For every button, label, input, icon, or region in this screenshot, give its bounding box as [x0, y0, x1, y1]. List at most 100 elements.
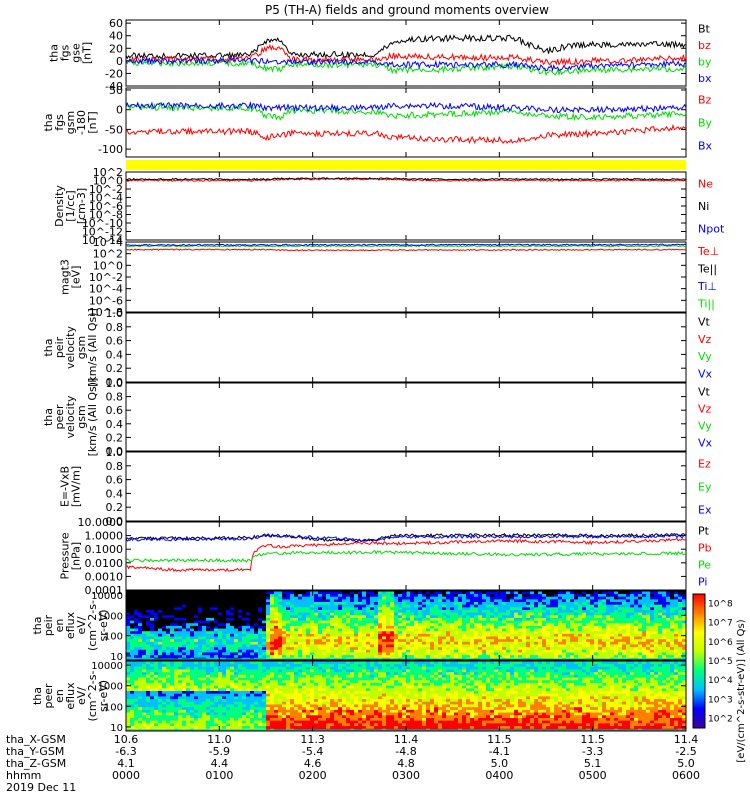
spec-cell [494, 614, 499, 618]
spec-cell [446, 652, 451, 656]
spec-cell [162, 591, 167, 595]
spec-cell [654, 644, 659, 648]
spec-cell [638, 654, 643, 658]
spec-cell [346, 612, 351, 616]
spec-cell [206, 706, 211, 710]
spec-cell [618, 652, 623, 656]
spec-cell [418, 641, 423, 645]
spec-cell [222, 591, 227, 595]
spec-cell [182, 625, 187, 629]
spec-cell [206, 720, 211, 724]
spec-cell [398, 625, 403, 629]
spec-cell [310, 604, 315, 608]
spec-cell [522, 638, 527, 642]
spec-cell [426, 593, 431, 597]
spec-cell [334, 609, 339, 613]
spec-cell [222, 612, 227, 616]
spec-cell [194, 677, 199, 681]
spec-cell [470, 596, 475, 600]
spec-cell [466, 646, 471, 650]
y-axis-label-line: [mV/m] [70, 466, 83, 507]
spec-cell [342, 628, 347, 632]
spec-cell [278, 622, 283, 626]
spec-cell [154, 722, 159, 727]
spec-cell [358, 606, 363, 610]
spec-cell [230, 706, 235, 710]
spec-cell [670, 646, 675, 650]
spec-cell [458, 596, 463, 600]
spec-cell [666, 644, 671, 648]
spec-cell [542, 598, 547, 603]
spec-cell [130, 661, 135, 665]
spec-cell [406, 646, 411, 650]
spec-cell [146, 620, 151, 624]
spec-cell [570, 596, 575, 600]
spec-cell [182, 644, 187, 648]
spec-cell [234, 720, 239, 724]
spec-cell [194, 661, 199, 665]
spec-cell [410, 601, 415, 605]
spec-cell [606, 609, 611, 613]
spec-cell [498, 596, 503, 600]
spec-cell [430, 609, 435, 613]
spec-cell [298, 596, 303, 600]
spec-cell [330, 641, 335, 645]
spec-cell [490, 638, 495, 642]
spec-cell [186, 663, 191, 667]
spec-cell [598, 644, 603, 648]
y-tick-label: 0.8 [106, 321, 124, 334]
spec-cell [590, 636, 595, 640]
spec-cell [590, 601, 595, 605]
spec-cell [238, 706, 243, 710]
spec-cell [238, 725, 243, 729]
spec-cell [526, 620, 531, 624]
spec-cell [254, 714, 259, 718]
spec-cell [134, 671, 139, 675]
spec-cell [250, 725, 255, 729]
spec-cell [266, 633, 271, 637]
spec-cell [346, 649, 351, 653]
spec-cell [286, 628, 291, 632]
spec-cell [478, 601, 483, 605]
spec-cell [198, 669, 203, 673]
spec-cell [190, 698, 195, 702]
legend-Ni: Ni [698, 200, 709, 213]
spec-cell [162, 685, 167, 689]
spec-cell [198, 720, 203, 724]
spec-cell [422, 638, 427, 642]
spec-cell [554, 644, 559, 648]
spec-cell [634, 654, 639, 658]
spec-cell [594, 625, 599, 629]
spec-cell [490, 646, 495, 650]
spec-cell [466, 591, 471, 595]
spec-cell [586, 649, 591, 653]
spec-cell [450, 591, 455, 595]
spec-cell [538, 591, 543, 595]
spec-cell [138, 633, 143, 637]
spec-cell [618, 620, 623, 624]
spec-cell [430, 598, 435, 603]
spec-cell [666, 614, 671, 618]
spec-cell [578, 622, 583, 626]
spec-cell [246, 641, 251, 645]
spec-cell [314, 630, 319, 634]
spec-cell [222, 714, 227, 718]
spec-cell [578, 609, 583, 613]
spec-cell [538, 604, 543, 608]
spec-cell [190, 720, 195, 724]
spec-cell [218, 591, 223, 595]
spec-cell [318, 654, 323, 658]
spec-cell [398, 641, 403, 645]
spec-cell [214, 652, 219, 656]
spec-cell [378, 606, 383, 610]
legend-bx: bx [698, 72, 712, 85]
spec-cell [274, 671, 279, 675]
spec-cell [534, 620, 539, 624]
spec-cell [230, 641, 235, 645]
spec-cell [194, 633, 199, 637]
spec-cell [334, 601, 339, 605]
spec-cell [202, 596, 207, 600]
spec-cell [134, 630, 139, 634]
y-tick-label: 20 [109, 42, 123, 55]
spec-cell [146, 649, 151, 653]
